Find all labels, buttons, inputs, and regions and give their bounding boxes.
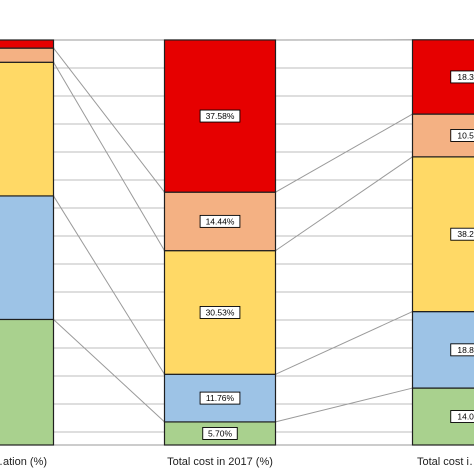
connector-line-0-3 [53,47,165,193]
data-label-box-2-0 [450,410,474,423]
data-label-box-2-1 [450,343,474,357]
data-label-2-0: 14.06 [457,412,474,422]
data-label-1-2: 30.53% [206,307,235,317]
bar-segment-0-3 [0,47,55,63]
bar-segment-0-4 [0,39,55,49]
data-label-box-2-4 [450,70,474,84]
data-label-2-3: 10.56 [457,130,474,140]
data-label-box-1-0 [202,427,238,440]
data-label-1-4: 37.58% [206,111,235,121]
data-label-1-1: 11.76% [206,393,235,403]
data-label-box-1-1 [199,391,241,405]
connector-line-1-3 [275,113,413,193]
connector-line-1-1 [275,311,413,375]
data-label-box-1-2 [199,306,241,319]
data-label-1-3: 14.44% [206,216,235,226]
connector-line-0-2 [53,62,165,251]
data-label-box-1-3 [199,214,241,228]
category-label-0: …ation (%) [0,456,47,468]
category-label-1: Total cost in 2017 (%) [167,456,273,468]
bar-segment-0-2 [0,61,55,197]
data-label-2-1: 18.88 [457,345,474,355]
bar-segment-0-0 [0,318,55,446]
data-label-box-1-4 [199,109,241,123]
data-label-box-2-2 [450,227,474,241]
data-label-2-4: 18.34 [457,72,474,82]
connector-line-1-0 [275,387,413,423]
connector-line-0-1 [53,195,165,375]
data-label-1-0: 5.70% [208,428,233,438]
bar-segment-0-1 [0,195,55,321]
category-label-2: Total cost i… [417,456,474,468]
data-label-box-2-3 [450,129,474,142]
data-label-2-2: 38.21 [457,229,474,239]
connector-line-1-2 [275,156,413,252]
connector-line-0-0 [53,319,165,423]
